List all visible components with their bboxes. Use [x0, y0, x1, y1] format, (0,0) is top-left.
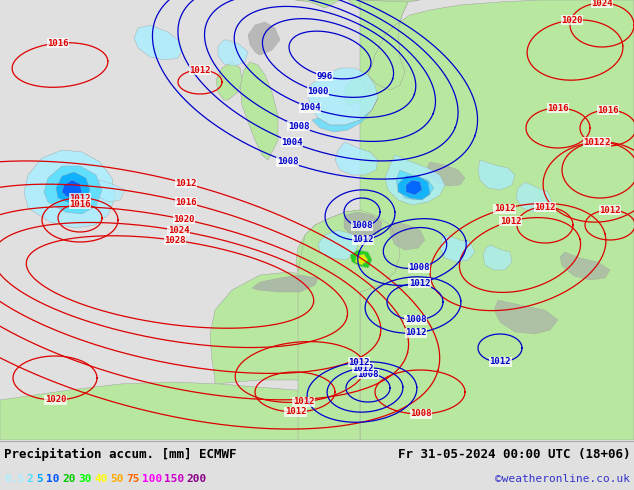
- Polygon shape: [298, 210, 400, 440]
- Text: 1016: 1016: [69, 199, 91, 209]
- Text: 100: 100: [142, 474, 162, 484]
- Text: 1004: 1004: [281, 138, 303, 147]
- Text: 1004: 1004: [299, 103, 321, 112]
- Text: 1012: 1012: [489, 358, 511, 367]
- Polygon shape: [390, 222, 425, 250]
- Polygon shape: [252, 275, 318, 292]
- Polygon shape: [355, 254, 368, 265]
- Text: 2: 2: [26, 474, 33, 484]
- Text: 1028: 1028: [164, 236, 186, 245]
- Polygon shape: [0, 382, 634, 440]
- Text: 1012: 1012: [69, 194, 91, 202]
- Text: 1016: 1016: [175, 198, 197, 207]
- Text: 1008: 1008: [288, 122, 309, 131]
- Polygon shape: [516, 182, 552, 212]
- Polygon shape: [44, 166, 102, 214]
- Polygon shape: [385, 155, 445, 205]
- Text: 1012: 1012: [189, 66, 210, 74]
- Text: 1016: 1016: [597, 105, 619, 115]
- Polygon shape: [406, 180, 422, 195]
- Text: 10: 10: [46, 474, 60, 484]
- Polygon shape: [312, 98, 378, 132]
- Text: 1016: 1016: [547, 103, 569, 113]
- Text: 1024: 1024: [168, 226, 190, 235]
- Polygon shape: [354, 75, 372, 100]
- Text: 1012: 1012: [293, 397, 314, 406]
- Text: 1008: 1008: [408, 263, 430, 272]
- Text: 30: 30: [78, 474, 91, 484]
- Text: 1000: 1000: [307, 87, 329, 96]
- Text: 1012: 1012: [534, 202, 555, 212]
- Polygon shape: [296, 210, 400, 292]
- Polygon shape: [483, 245, 512, 270]
- Text: 1012: 1012: [406, 328, 427, 337]
- Polygon shape: [56, 172, 90, 204]
- Text: ©weatheronline.co.uk: ©weatheronline.co.uk: [495, 474, 630, 484]
- Text: 1020: 1020: [561, 16, 583, 24]
- Text: 1008: 1008: [276, 157, 298, 166]
- Text: 1012: 1012: [599, 205, 621, 215]
- Polygon shape: [240, 62, 278, 160]
- Polygon shape: [398, 176, 430, 200]
- Text: 150: 150: [164, 474, 184, 484]
- Text: 1012: 1012: [352, 235, 373, 245]
- Text: 1020: 1020: [45, 395, 67, 405]
- Polygon shape: [218, 40, 248, 66]
- Polygon shape: [560, 252, 610, 280]
- Text: 1008: 1008: [404, 316, 426, 324]
- Polygon shape: [62, 180, 82, 200]
- Text: 1020: 1020: [173, 215, 195, 224]
- Text: 1016: 1016: [47, 39, 68, 48]
- Text: 1012: 1012: [589, 138, 611, 147]
- Polygon shape: [134, 25, 182, 60]
- Polygon shape: [478, 160, 515, 190]
- Polygon shape: [295, 0, 340, 8]
- Text: 1008: 1008: [357, 369, 378, 378]
- Polygon shape: [335, 142, 378, 175]
- Text: 1012: 1012: [409, 279, 430, 288]
- Text: 75: 75: [126, 474, 139, 484]
- Text: 0.5: 0.5: [4, 474, 24, 484]
- Polygon shape: [344, 212, 382, 238]
- Text: 1024: 1024: [591, 0, 612, 7]
- Text: 1012: 1012: [285, 408, 306, 416]
- Polygon shape: [440, 235, 475, 262]
- Polygon shape: [24, 150, 115, 228]
- Polygon shape: [360, 0, 634, 440]
- Text: 1012: 1012: [352, 364, 373, 372]
- Text: 50: 50: [110, 474, 124, 484]
- Text: 1012: 1012: [494, 204, 515, 213]
- Text: 5: 5: [36, 474, 42, 484]
- Polygon shape: [396, 170, 434, 200]
- Text: 40: 40: [94, 474, 108, 484]
- Polygon shape: [344, 78, 365, 105]
- Text: 996: 996: [317, 72, 333, 81]
- Text: 1012: 1012: [583, 138, 605, 147]
- Polygon shape: [248, 22, 280, 55]
- Text: 1008: 1008: [410, 410, 432, 418]
- Text: 1012: 1012: [500, 217, 521, 226]
- Polygon shape: [348, 0, 420, 90]
- Polygon shape: [210, 272, 360, 384]
- Polygon shape: [216, 62, 242, 100]
- Polygon shape: [494, 300, 558, 334]
- Text: 1012: 1012: [348, 358, 370, 367]
- Polygon shape: [318, 230, 358, 260]
- Text: 1012: 1012: [176, 179, 197, 188]
- Polygon shape: [350, 250, 372, 268]
- Text: 20: 20: [62, 474, 75, 484]
- Polygon shape: [308, 68, 378, 125]
- Text: 1008: 1008: [351, 221, 373, 230]
- Text: Precipitation accum. [mm] ECMWF: Precipitation accum. [mm] ECMWF: [4, 447, 236, 461]
- Polygon shape: [96, 180, 125, 202]
- Text: 200: 200: [186, 474, 206, 484]
- Text: Fr 31-05-2024 00:00 UTC (18+06): Fr 31-05-2024 00:00 UTC (18+06): [398, 447, 630, 461]
- Polygon shape: [428, 162, 465, 186]
